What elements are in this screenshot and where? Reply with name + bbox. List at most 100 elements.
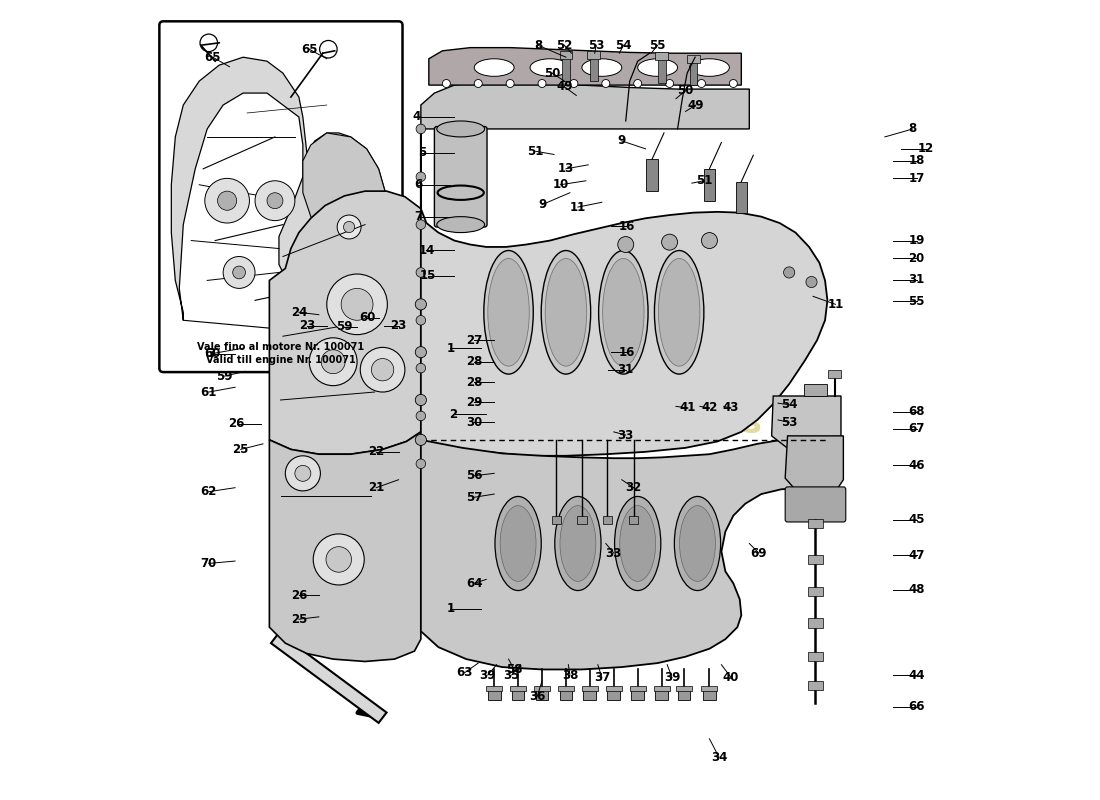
Circle shape xyxy=(806,277,817,287)
Text: 37: 37 xyxy=(594,671,609,684)
Text: 67: 67 xyxy=(909,422,925,435)
Ellipse shape xyxy=(530,58,570,76)
Bar xyxy=(808,554,823,564)
Text: 63: 63 xyxy=(456,666,473,679)
Bar xyxy=(535,686,550,691)
Circle shape xyxy=(602,79,609,87)
Text: 16: 16 xyxy=(618,346,635,358)
Text: 12: 12 xyxy=(918,142,934,155)
Circle shape xyxy=(570,79,578,87)
Circle shape xyxy=(416,220,426,230)
Circle shape xyxy=(442,79,450,87)
Polygon shape xyxy=(421,81,749,129)
Bar xyxy=(656,690,668,700)
Bar xyxy=(678,690,691,700)
Text: 20: 20 xyxy=(909,251,925,265)
Ellipse shape xyxy=(484,250,534,374)
Bar xyxy=(582,686,597,691)
Text: 62: 62 xyxy=(200,485,217,498)
Circle shape xyxy=(666,79,673,87)
Text: Valid till engine Nr. 100071: Valid till engine Nr. 100071 xyxy=(206,355,355,365)
Circle shape xyxy=(314,534,364,585)
Circle shape xyxy=(416,394,427,406)
Text: 23: 23 xyxy=(299,319,315,332)
Text: 53: 53 xyxy=(781,416,798,429)
Polygon shape xyxy=(771,396,842,454)
Text: 13: 13 xyxy=(558,162,574,175)
Text: 49: 49 xyxy=(688,98,704,111)
Bar xyxy=(629,686,646,691)
Bar xyxy=(808,681,823,690)
Text: 8: 8 xyxy=(534,38,542,52)
Text: 10: 10 xyxy=(552,178,569,191)
Text: 68: 68 xyxy=(909,406,925,418)
Text: 50: 50 xyxy=(678,84,694,97)
Circle shape xyxy=(474,79,482,87)
Text: 31: 31 xyxy=(909,273,925,286)
FancyBboxPatch shape xyxy=(434,126,487,227)
FancyBboxPatch shape xyxy=(785,487,846,522)
Text: 28: 28 xyxy=(466,376,483,389)
Text: 30: 30 xyxy=(466,416,483,429)
Text: 48: 48 xyxy=(909,583,925,596)
Text: 57: 57 xyxy=(466,490,483,504)
Circle shape xyxy=(341,288,373,320)
Text: 15: 15 xyxy=(420,269,437,282)
Bar xyxy=(512,690,525,700)
Text: 5: 5 xyxy=(418,146,427,159)
Text: 39: 39 xyxy=(663,671,680,684)
Circle shape xyxy=(729,79,737,87)
Polygon shape xyxy=(421,129,827,456)
Polygon shape xyxy=(270,432,421,662)
Text: 40: 40 xyxy=(723,671,739,684)
Text: 3: 3 xyxy=(207,347,216,360)
Bar xyxy=(803,384,827,396)
Text: 43: 43 xyxy=(723,402,739,414)
Bar xyxy=(631,690,645,700)
Text: 56: 56 xyxy=(466,470,483,482)
Text: 59: 59 xyxy=(337,320,353,333)
Text: 60: 60 xyxy=(360,311,375,324)
Text: 36: 36 xyxy=(529,690,546,703)
Bar xyxy=(562,57,570,81)
Circle shape xyxy=(783,267,794,278)
Text: 11: 11 xyxy=(570,201,586,214)
Text: 51: 51 xyxy=(528,145,543,158)
Bar xyxy=(676,686,692,691)
Polygon shape xyxy=(172,57,386,320)
Text: 11: 11 xyxy=(827,298,844,311)
Bar xyxy=(606,686,621,691)
Text: 41: 41 xyxy=(680,402,696,414)
Bar xyxy=(704,169,715,201)
Polygon shape xyxy=(429,48,741,85)
Text: 6: 6 xyxy=(415,178,422,191)
Circle shape xyxy=(416,434,427,446)
Bar xyxy=(607,690,620,700)
Text: 16: 16 xyxy=(618,220,635,233)
Circle shape xyxy=(326,546,352,572)
Circle shape xyxy=(255,181,295,221)
Ellipse shape xyxy=(495,497,541,590)
Text: 23: 23 xyxy=(390,319,407,332)
Text: 25: 25 xyxy=(290,613,307,626)
Bar xyxy=(587,51,601,58)
Circle shape xyxy=(343,222,354,233)
Bar xyxy=(808,586,823,596)
Bar xyxy=(510,686,526,691)
Text: 9: 9 xyxy=(538,198,547,211)
Circle shape xyxy=(267,193,283,209)
Ellipse shape xyxy=(680,506,715,582)
Bar xyxy=(536,690,549,700)
Text: 1: 1 xyxy=(447,342,454,354)
Text: 35: 35 xyxy=(504,669,520,682)
Ellipse shape xyxy=(603,258,645,366)
FancyBboxPatch shape xyxy=(160,22,403,372)
Bar xyxy=(658,58,666,82)
Circle shape xyxy=(372,358,394,381)
Text: 31: 31 xyxy=(617,363,634,376)
Text: 32: 32 xyxy=(626,481,641,494)
Circle shape xyxy=(538,79,546,87)
Ellipse shape xyxy=(659,258,700,366)
Ellipse shape xyxy=(541,250,591,374)
Text: 54: 54 xyxy=(615,38,631,52)
